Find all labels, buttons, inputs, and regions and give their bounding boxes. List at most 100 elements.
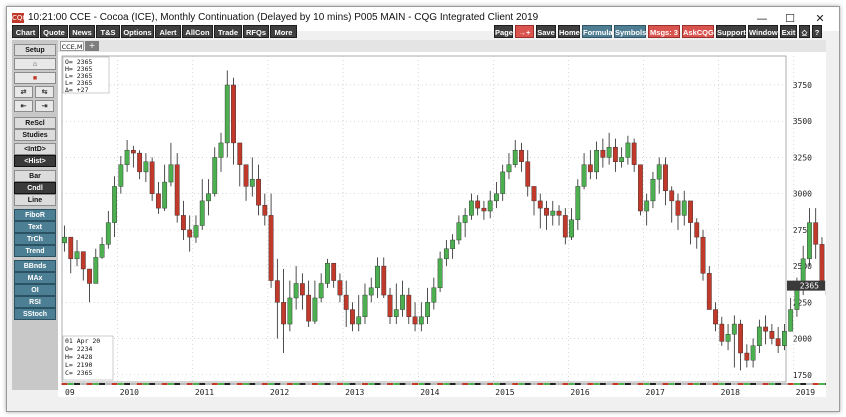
moving-average-button[interactable]: MAx xyxy=(14,272,56,284)
timeline-segment xyxy=(280,383,287,385)
candle-up xyxy=(400,294,405,310)
line-chart-button[interactable]: Line xyxy=(14,194,56,206)
toolbar-news-button[interactable]: News xyxy=(69,25,95,38)
toolbar-window-button[interactable]: Window xyxy=(748,25,778,38)
candle-up xyxy=(74,251,80,260)
timeline-segment xyxy=(787,383,794,385)
scroll-left-icon[interactable]: ⇤ xyxy=(14,100,33,112)
maximize-button[interactable]: ☐ xyxy=(785,12,795,25)
timeline-segment xyxy=(480,383,487,385)
studies-button[interactable]: Studies xyxy=(14,129,56,141)
candle-down xyxy=(149,161,155,194)
toolbar-trade-button[interactable]: Trade xyxy=(214,25,242,38)
toolbar-support-button[interactable]: Support xyxy=(716,25,746,38)
chart-tab-cce[interactable]: CCE,M xyxy=(60,41,84,51)
timeline-segment xyxy=(768,383,775,385)
timeline-segment xyxy=(562,383,569,385)
zoom-out-icon[interactable]: ⇄ xyxy=(14,86,33,98)
minimize-button[interactable]: — xyxy=(756,12,768,25)
toolbar-add-page-button[interactable]: →+ xyxy=(515,25,534,38)
timeline-segment xyxy=(618,383,625,385)
candle-up xyxy=(143,161,149,173)
timeline-segment xyxy=(812,383,819,385)
candle-down xyxy=(688,200,693,223)
historical-button[interactable]: <Hist> xyxy=(14,155,56,167)
timeline-segment xyxy=(762,383,769,385)
candle-down xyxy=(187,229,193,238)
toolbar-page-button[interactable]: Page xyxy=(494,25,513,38)
candle-up xyxy=(62,236,67,244)
candle-up xyxy=(375,265,380,289)
close-button[interactable]: ✕ xyxy=(815,12,825,25)
timeline-segment xyxy=(67,383,74,385)
candle-down xyxy=(262,205,268,216)
trend-channel-button[interactable]: TrCh xyxy=(14,233,56,245)
timeline-segment xyxy=(537,383,544,385)
toolbar-exit-button[interactable]: Exit xyxy=(780,25,797,38)
open-interest-button[interactable]: OI xyxy=(14,284,56,296)
candle-up xyxy=(224,84,230,144)
toolbar-more-button[interactable]: More xyxy=(270,25,297,38)
candle-up xyxy=(425,302,430,318)
timeline-segment xyxy=(155,383,162,385)
intraday-button[interactable]: <IntD> xyxy=(14,143,56,155)
bar-chart-button[interactable]: Bar xyxy=(14,170,56,182)
timeline-segment xyxy=(167,383,174,385)
rsi-button[interactable]: RSI xyxy=(14,296,56,308)
fibo-retracement-button[interactable]: FiboR xyxy=(14,209,56,221)
timeline-segment xyxy=(756,383,763,385)
y-tick-label: 2250 xyxy=(793,298,812,307)
toolbar-quote-button[interactable]: Quote xyxy=(40,25,68,38)
candle-up xyxy=(93,257,99,284)
timeline-segment xyxy=(487,383,494,385)
toolbar-formula-button[interactable]: Formula xyxy=(582,25,613,38)
candle-up xyxy=(581,164,587,187)
toolbar-rfqs-button[interactable]: RFQs xyxy=(243,25,269,38)
rescale-button[interactable]: ReScl xyxy=(14,117,56,129)
timeline-segment xyxy=(581,383,588,385)
cursor-readout-line: H= 2428 xyxy=(65,353,92,361)
candle-chart-button[interactable]: Cndl xyxy=(14,182,56,194)
toolbar-home-button[interactable]: Home xyxy=(558,25,580,38)
add-chart-tab-button[interactable]: + xyxy=(85,41,99,51)
chart-tab-strip: CCE,M + xyxy=(58,40,826,52)
timeline-segment xyxy=(393,383,400,385)
toolbar-print-icon[interactable]: ⎐ xyxy=(799,25,810,38)
x-tick-label: 09 xyxy=(65,388,75,397)
slow-stochastic-button[interactable]: SStoch xyxy=(14,308,56,320)
toolbar-askcqg-button[interactable]: AskCQG xyxy=(682,25,714,38)
candle-down xyxy=(243,164,249,187)
timeline-segment xyxy=(518,383,525,385)
toolbar-symbols-button[interactable]: Symbols xyxy=(614,25,646,38)
toolbar-options-button[interactable]: Options xyxy=(121,25,154,38)
y-tick-label: 3000 xyxy=(793,190,812,199)
x-tick-label: 2013 xyxy=(345,388,364,397)
candle-down xyxy=(587,164,593,173)
toolbar-chart-button[interactable]: Chart xyxy=(12,25,39,38)
candle-down xyxy=(130,149,136,154)
scroll-right-icon[interactable]: ⇥ xyxy=(35,100,54,112)
chart-area[interactable]: CCE,M + 17502000225025002750300032503500… xyxy=(58,40,826,397)
timeline-segment xyxy=(299,383,306,385)
candlestick-chart[interactable]: 1750200022502500275030003250350037500920… xyxy=(58,52,826,397)
setup-button[interactable]: Setup xyxy=(14,44,56,56)
toolbar-allcon-button[interactable]: AllCon xyxy=(182,25,213,38)
toolbar-help-button[interactable]: ? xyxy=(812,25,822,38)
home-icon[interactable]: ⌂ xyxy=(14,58,56,70)
candle-up xyxy=(206,193,211,202)
toolbar-ts-button[interactable]: T&S xyxy=(96,25,120,38)
toolbar-save-button[interactable]: Save xyxy=(536,25,556,38)
bollinger-bands-button[interactable]: BBnds xyxy=(14,260,56,272)
chart-type-icon[interactable]: ■ xyxy=(14,72,56,84)
timeline-segment xyxy=(305,383,312,385)
candle-down xyxy=(738,323,743,354)
trend-line-button[interactable]: Trend xyxy=(14,245,56,257)
candle-down xyxy=(663,164,668,191)
plot-frame xyxy=(61,55,787,383)
toolbar-messages-button[interactable]: Msgs: 3 xyxy=(648,25,680,38)
timeline-segment xyxy=(286,383,293,385)
x-tick-label: 2015 xyxy=(495,388,514,397)
zoom-in-icon[interactable]: ⇆ xyxy=(35,86,54,98)
text-tool-button[interactable]: Text xyxy=(14,221,56,233)
toolbar-alert-button[interactable]: Alert xyxy=(155,25,181,38)
